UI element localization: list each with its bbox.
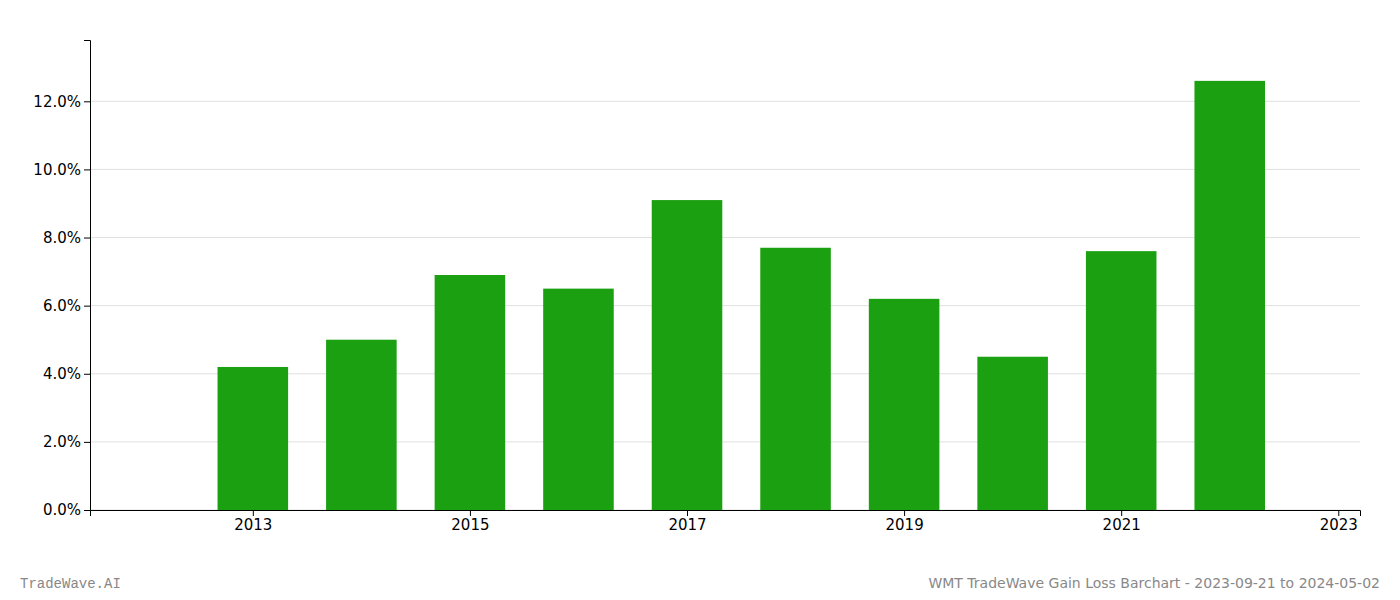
y-tick: 8.0% [43,229,90,247]
y-tick-mark [84,101,90,102]
x-tick-label: 2015 [451,516,489,534]
x-tick-label: 2017 [668,516,706,534]
y-tick: 12.0% [33,93,90,111]
y-tick: 2.0% [43,433,90,451]
y-tick-mark [84,169,90,170]
x-tick-label: 2013 [234,516,272,534]
x-tick: 2017 [668,510,706,534]
y-tick-label: 8.0% [43,229,81,247]
x-tick: 2015 [451,510,489,534]
y-tick-label: 12.0% [33,93,81,111]
grid-line [90,101,1360,102]
y-tick-label: 4.0% [43,365,81,383]
x-axis-line [91,511,1361,517]
footer-right: WMT TradeWave Gain Loss Barchart - 2023-… [928,575,1380,591]
chart: 2013 2015 2017 2019 2021 2023 0.0% 2.0% 4.0% 6.0%… [0,0,1400,600]
grid [90,101,1360,510]
bar [977,357,1048,510]
y-tick-mark [84,442,90,443]
x-tick: 2019 [886,510,924,534]
y-tick-label: 10.0% [33,161,81,179]
y-tick: 6.0% [43,297,90,315]
bar [543,289,614,510]
y-axis: 0.0% 2.0% 4.0% 6.0% 8.0% 10.0% 12.0% [33,41,90,520]
plot-area [218,81,1265,510]
bar [1086,251,1157,510]
y-tick: 4.0% [43,365,90,383]
y-tick-label: 6.0% [43,297,81,315]
grid-line [90,169,1360,170]
y-tick-mark [84,510,90,511]
x-tick-label: 2021 [1103,516,1141,534]
y-tick-mark [84,374,90,375]
x-tick-label: 2019 [886,516,924,534]
y-tick: 0.0% [43,501,90,519]
y-tick: 10.0% [33,161,90,179]
x-axis: 2013 2015 2017 2019 2021 2023 [91,510,1361,534]
bar [869,299,940,510]
x-tick-label: 2023 [1320,516,1358,534]
bar [1194,81,1265,510]
grid-line [90,237,1360,238]
bar [218,367,289,510]
x-tick: 2013 [234,510,272,534]
grid-line [90,305,1360,306]
y-tick-mark [84,238,90,239]
x-tick: 2021 [1103,510,1141,534]
footer-left: TradeWave.AI [20,576,121,592]
bar [652,200,723,510]
bar [326,340,397,510]
y-tick-label: 0.0% [43,501,81,519]
bar [760,248,831,510]
y-axis-line [84,41,91,511]
bar [435,275,506,510]
y-tick-label: 2.0% [43,433,81,451]
y-tick-mark [84,306,90,307]
x-tick: 2023 [1320,510,1358,534]
